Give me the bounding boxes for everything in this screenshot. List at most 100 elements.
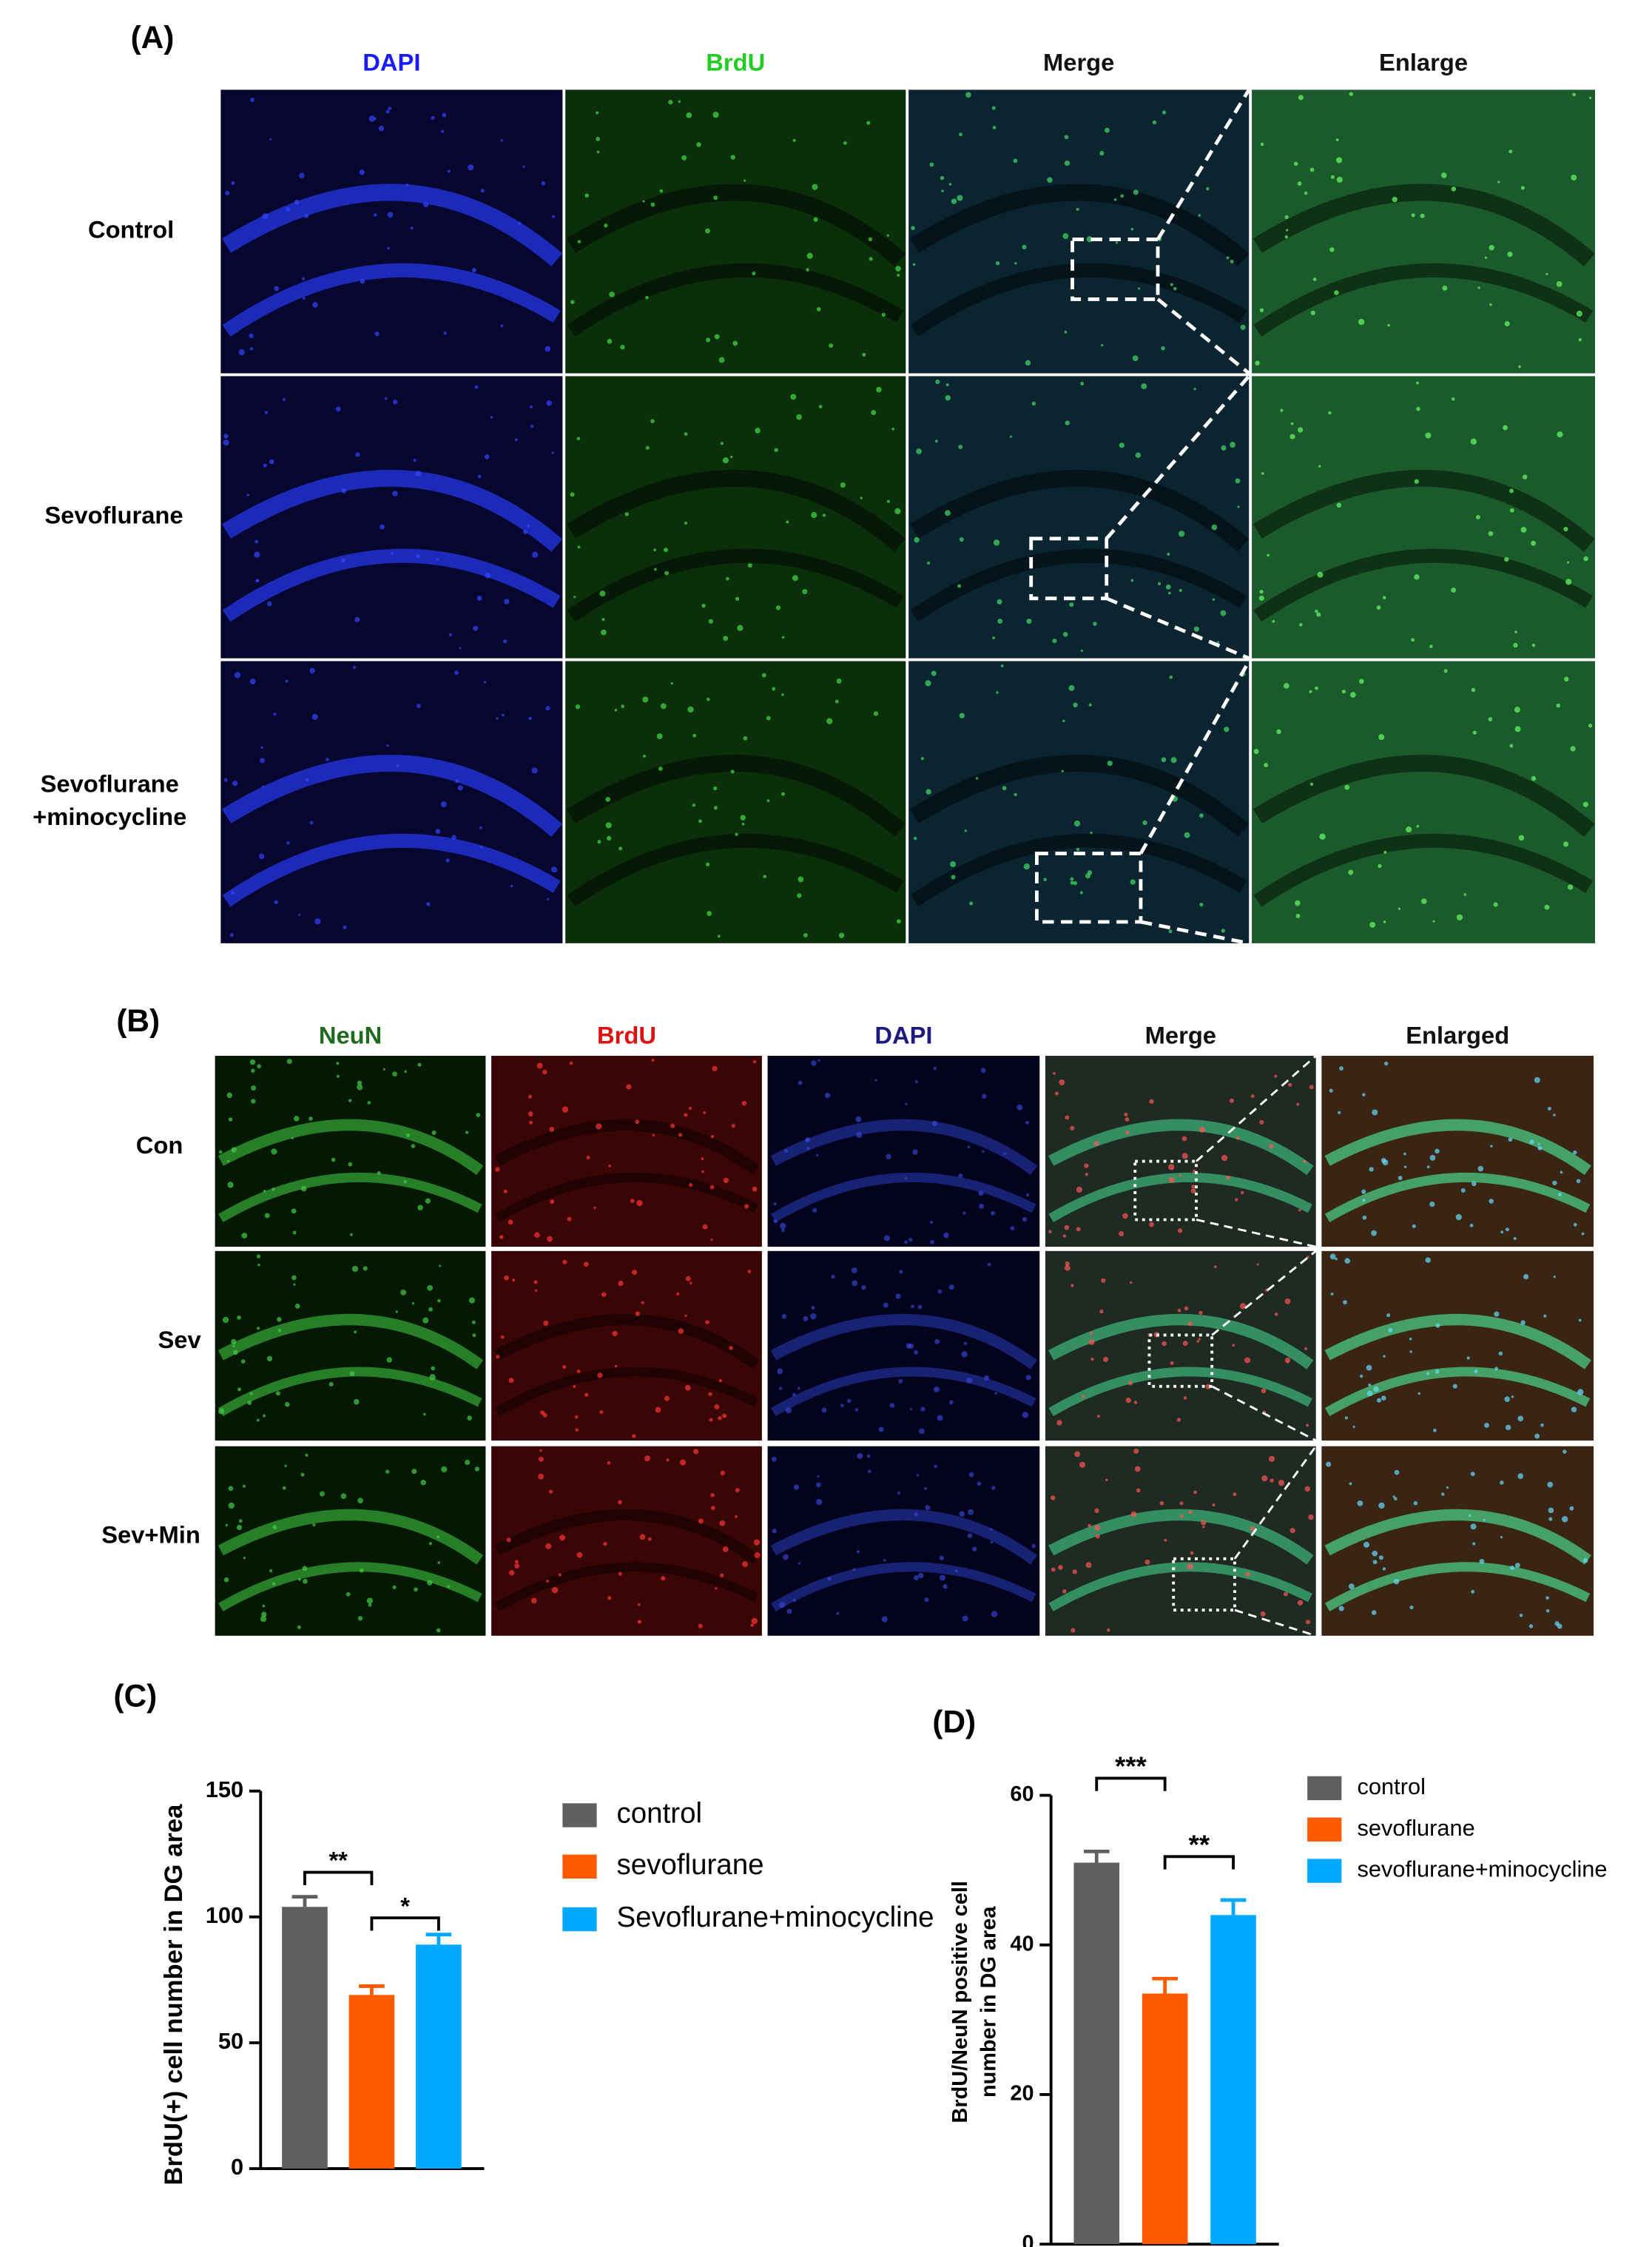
cell-dot <box>218 1408 225 1415</box>
cell-dot <box>238 349 245 356</box>
cell-dot <box>1179 588 1182 593</box>
cell-dot <box>527 1111 533 1116</box>
cell-dot <box>1484 1422 1489 1428</box>
cell-dot <box>744 179 746 182</box>
cell-dot <box>1528 1624 1534 1628</box>
cell-dot <box>353 1398 360 1405</box>
cell-dot <box>608 1164 611 1168</box>
cell-dot <box>687 706 694 713</box>
cell-dot <box>1442 286 1448 291</box>
zoom-line <box>1105 596 1250 660</box>
cell-dot <box>1362 1093 1366 1096</box>
legend-swatch <box>1307 1776 1342 1801</box>
tissue-band <box>771 1562 1036 1611</box>
cell-dot <box>1120 194 1125 198</box>
cell-dot <box>984 1375 990 1381</box>
cell-dot <box>1315 610 1318 613</box>
tissue-band <box>1253 263 1594 337</box>
cell-dot <box>596 150 600 154</box>
cell-dot <box>904 1240 908 1244</box>
cell-dot <box>311 713 318 720</box>
cell-dot <box>1309 1085 1314 1090</box>
cell-dot <box>979 1203 984 1209</box>
cell-dot <box>260 1615 267 1623</box>
tissue-band <box>218 1562 482 1611</box>
cell-dot <box>1043 877 1047 881</box>
cell-dot <box>536 1062 543 1069</box>
cell-dot <box>363 1266 368 1271</box>
cell-dot <box>1056 1420 1062 1426</box>
cell-dot <box>1383 1355 1386 1358</box>
micrograph <box>565 90 906 374</box>
cell-dot <box>269 459 274 465</box>
cell-dot <box>500 1335 505 1339</box>
cell-dot <box>336 1074 340 1078</box>
cell-dot <box>1326 1461 1332 1467</box>
column-header: BrdU <box>597 1022 656 1049</box>
cell-dot <box>713 806 718 810</box>
column-header: Enlarged <box>1406 1022 1509 1049</box>
cell-dot <box>1403 1165 1407 1168</box>
cell-dot <box>531 767 538 774</box>
cell-dot <box>1366 1390 1373 1397</box>
cell-dot <box>1409 1337 1412 1341</box>
cell-dot <box>236 1524 243 1531</box>
cell-dot <box>417 1062 422 1067</box>
cell-dot <box>912 263 916 266</box>
cell-dot <box>1062 1234 1067 1238</box>
cell-dot <box>1557 431 1563 438</box>
cell-dot <box>1498 1351 1503 1356</box>
cell-dot <box>1547 1106 1551 1111</box>
cell-dot <box>692 733 697 738</box>
cell-dot <box>1429 1154 1436 1161</box>
cell-dot <box>1239 1303 1247 1310</box>
cell-dot <box>977 1481 982 1486</box>
cell-dot <box>427 1284 434 1291</box>
cell-dot <box>995 261 1000 266</box>
cell-dot <box>1446 1486 1449 1489</box>
cell-dot <box>395 1310 399 1313</box>
cell-dot <box>1565 579 1572 585</box>
cell-dot <box>923 1486 927 1490</box>
cell-dot <box>359 169 365 175</box>
cell-dot <box>1188 1509 1193 1515</box>
cell-dot <box>1359 1374 1363 1378</box>
cell-dot <box>840 1404 844 1408</box>
cell-dot <box>1025 360 1031 366</box>
cell-dot <box>1358 318 1365 326</box>
cell-dot <box>816 1153 819 1157</box>
cell-dot <box>1460 1188 1466 1193</box>
cell-dot <box>447 169 451 173</box>
cell-dot <box>637 1620 642 1624</box>
cell-dot <box>730 155 735 160</box>
cell-dot <box>817 1475 820 1478</box>
cell-dot <box>718 1415 722 1421</box>
cell-dot <box>869 257 873 261</box>
cell-dot <box>1573 1150 1577 1155</box>
cell-dot <box>753 1539 761 1546</box>
cell-dot <box>1319 833 1326 840</box>
cell-dot <box>810 1313 817 1320</box>
cell-dot <box>286 1058 292 1065</box>
cell-dot <box>1272 620 1275 623</box>
cell-dot <box>576 437 581 441</box>
cell-dot <box>684 1314 687 1317</box>
cell-dot <box>1295 900 1301 906</box>
cell-dot <box>1224 727 1230 732</box>
cell-dot <box>335 406 341 412</box>
cell-dot <box>1014 262 1017 265</box>
cell-dot <box>1373 1386 1379 1392</box>
cell-dot <box>1376 605 1381 610</box>
cell-dot <box>1003 1152 1007 1156</box>
cell-dot <box>854 1408 859 1412</box>
cell-dot <box>436 1628 441 1633</box>
cell-dot <box>614 1364 618 1368</box>
cell-dot <box>1477 286 1480 289</box>
cell-dot <box>1190 1551 1194 1555</box>
cell-dot <box>416 553 420 559</box>
cell-dot <box>596 1123 602 1130</box>
cell-dot <box>752 1186 758 1192</box>
y-axis-label: number in DG area <box>977 1906 1001 2098</box>
cell-dot <box>664 570 670 576</box>
cell-dot <box>705 862 710 866</box>
